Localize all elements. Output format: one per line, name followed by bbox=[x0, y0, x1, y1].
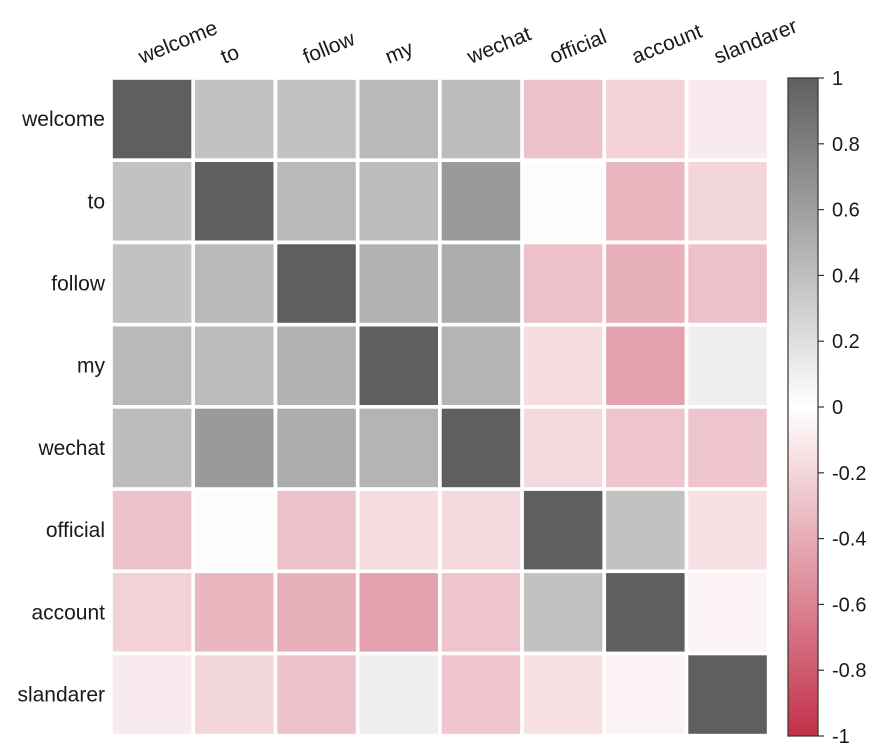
heatmap-cell-official-follow bbox=[277, 490, 356, 570]
heatmap-cell-welcome-official bbox=[523, 79, 603, 159]
heatmap-cell-account-welcome bbox=[112, 573, 192, 652]
col-label-welcome: welcome bbox=[134, 16, 220, 69]
colorbar-tick-label: -0.8 bbox=[832, 660, 866, 682]
heatmap-cell-follow-slandarer bbox=[688, 244, 767, 323]
heatmap-cell-my-follow bbox=[277, 326, 356, 405]
heatmap-cell-my-wechat bbox=[441, 326, 521, 405]
colorbar-tick-label: 0.4 bbox=[832, 265, 860, 287]
colorbar-tick-label: -0.6 bbox=[832, 594, 866, 616]
heatmap-cell-account-wechat bbox=[441, 573, 521, 652]
col-label-wechat: wechat bbox=[463, 22, 534, 69]
heatmap-cell-official-to bbox=[195, 490, 274, 570]
heatmap-cell-follow-welcome bbox=[112, 244, 192, 323]
heatmap-cell-my-official bbox=[523, 326, 603, 405]
heatmap-cell-wechat-account bbox=[606, 408, 685, 488]
col-label-follow: follow bbox=[300, 27, 359, 69]
heatmap-cell-wechat-my bbox=[359, 408, 438, 488]
heatmap-cell-slandarer-to bbox=[195, 655, 274, 734]
heatmap-cell-my-welcome bbox=[112, 326, 192, 405]
col-label-to: to bbox=[218, 41, 243, 69]
heatmap-cell-welcome-slandarer bbox=[688, 79, 767, 159]
row-label-to: to bbox=[87, 190, 105, 213]
heatmap-cell-welcome-welcome bbox=[112, 79, 192, 159]
heatmap-cell-official-slandarer bbox=[688, 490, 767, 570]
heatmap-cell-follow-to bbox=[195, 244, 274, 323]
heatmap-cell-to-follow bbox=[277, 162, 356, 241]
heatmap-cell-slandarer-slandarer bbox=[688, 655, 767, 734]
colorbar-gradient bbox=[787, 77, 819, 737]
colorbar-tick-label: -0.4 bbox=[832, 529, 866, 551]
heatmap-cell-follow-my bbox=[359, 244, 438, 323]
heatmap-cell-to-official bbox=[523, 162, 603, 241]
heatmap-cell-follow-account bbox=[606, 244, 685, 323]
heatmap-cell-to-my bbox=[359, 162, 438, 241]
row-label-wechat: wechat bbox=[37, 437, 105, 460]
row-label-welcome: welcome bbox=[21, 108, 105, 131]
heatmap-cell-to-account bbox=[606, 162, 685, 241]
heatmap-cell-welcome-my bbox=[359, 79, 438, 159]
heatmap-cell-wechat-wechat bbox=[441, 408, 521, 488]
colorbar: 1 0.8 0.6 0.4 0.2 0 -0.2 -0.4 -0.6 -0.8 -1 bbox=[787, 68, 866, 743]
heatmap-cell-my-my bbox=[359, 326, 438, 405]
colorbar-tick-label: 1 bbox=[832, 68, 843, 90]
heatmap-cell-slandarer-my bbox=[359, 655, 438, 734]
colorbar-tick-label: 0.8 bbox=[832, 134, 860, 156]
heatmap-cell-to-welcome bbox=[112, 162, 192, 241]
heatmap-cell-official-official bbox=[523, 490, 603, 570]
row-label-account: account bbox=[31, 601, 105, 624]
heatmap-cell-official-welcome bbox=[112, 490, 192, 570]
col-label-slandarer: slandarer bbox=[711, 15, 801, 69]
heatmap-cell-wechat-welcome bbox=[112, 408, 192, 488]
heatmap-cell-follow-official bbox=[523, 244, 603, 323]
heatmap-cell-account-account bbox=[606, 573, 685, 652]
heatmap-cell-to-wechat bbox=[441, 162, 521, 241]
row-label-official: official bbox=[46, 519, 105, 542]
col-label-official: official bbox=[546, 25, 609, 68]
heatmap-cell-slandarer-welcome bbox=[112, 655, 192, 734]
heatmap-cell-account-to bbox=[195, 573, 274, 652]
colorbar-tick-label: 0 bbox=[832, 397, 843, 419]
heatmap-cell-welcome-follow bbox=[277, 79, 356, 159]
heatmap-cell-official-account bbox=[606, 490, 685, 570]
heatmap-cell-my-slandarer bbox=[688, 326, 767, 405]
heatmap-cell-my-account bbox=[606, 326, 685, 405]
colorbar-tick-label: -1 bbox=[832, 726, 850, 743]
row-labels: welcome to follow my wechat official account sl… bbox=[17, 108, 105, 706]
heatmap-cell-welcome-account bbox=[606, 79, 685, 159]
heatmap-cell-wechat-follow bbox=[277, 408, 356, 488]
heatmap-cell-to-slandarer bbox=[688, 162, 767, 241]
heatmap-cell-welcome-wechat bbox=[441, 79, 521, 159]
heatmap-cell-follow-follow bbox=[277, 244, 356, 323]
heatmap-cell-to-to bbox=[195, 162, 274, 241]
colorbar-tick-label: -0.2 bbox=[832, 463, 866, 485]
heatmap-cell-slandarer-wechat bbox=[441, 655, 521, 734]
heatmap-cell-welcome-to bbox=[195, 79, 274, 159]
heatmap-cell-wechat-slandarer bbox=[688, 408, 767, 488]
heatmap-cell-follow-wechat bbox=[441, 244, 521, 323]
row-label-my: my bbox=[77, 355, 105, 378]
heatmap-cell-account-official bbox=[523, 573, 603, 652]
heatmap-cells bbox=[112, 79, 767, 734]
heatmap-cell-slandarer-official bbox=[523, 655, 603, 734]
heatmap-cell-slandarer-follow bbox=[277, 655, 356, 734]
row-label-slandarer: slandarer bbox=[17, 684, 105, 707]
heatmap-cell-slandarer-account bbox=[606, 655, 685, 734]
heatmap-cell-account-slandarer bbox=[688, 573, 767, 652]
heatmap-cell-wechat-official bbox=[523, 408, 603, 488]
heatmap-cell-wechat-to bbox=[195, 408, 274, 488]
col-label-account: account bbox=[629, 20, 706, 69]
heatmap-cell-account-my bbox=[359, 573, 438, 652]
col-label-my: my bbox=[382, 37, 417, 69]
heatmap-cell-official-wechat bbox=[441, 490, 521, 570]
heatmap-cell-my-to bbox=[195, 326, 274, 405]
row-label-follow: follow bbox=[51, 273, 106, 296]
colorbar-tick-label: 0.2 bbox=[832, 331, 860, 353]
colorbar-tick-label: 0.6 bbox=[832, 200, 860, 222]
heatmap-cell-account-follow bbox=[277, 573, 356, 652]
heatmap-cell-official-my bbox=[359, 490, 438, 570]
